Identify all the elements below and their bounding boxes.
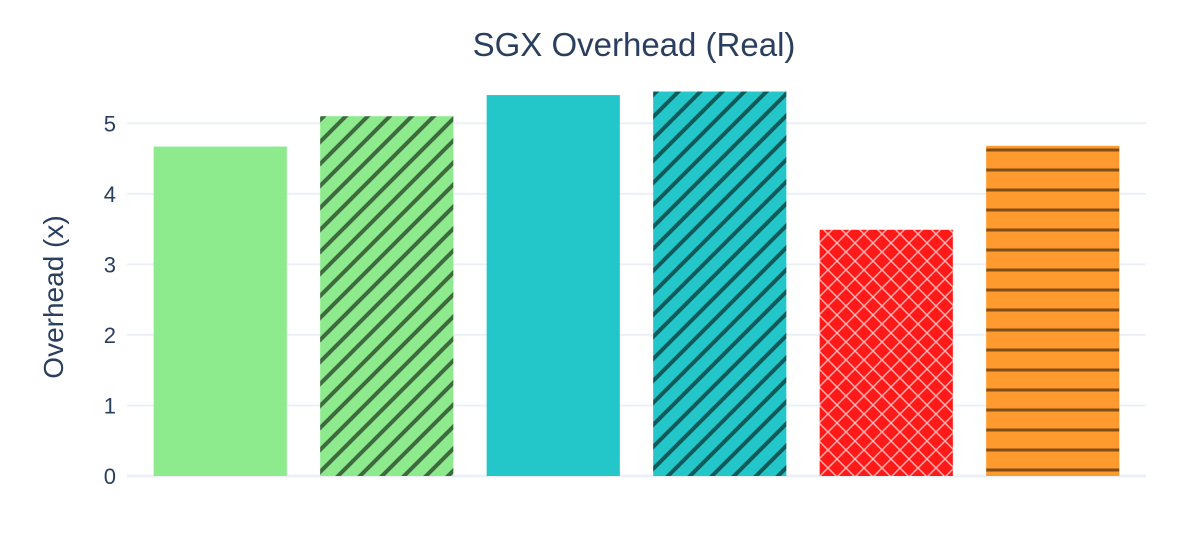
bar-5 bbox=[819, 229, 953, 476]
y-tick-label: 0 bbox=[104, 464, 116, 489]
y-tick-layer: 0 1 2 3 4 5 bbox=[104, 111, 116, 489]
bar-6 bbox=[986, 145, 1120, 476]
grid-layer bbox=[127, 122, 1146, 478]
bar-layer bbox=[153, 91, 1120, 477]
chart-title: SGX Overhead (Real) bbox=[472, 26, 796, 63]
y-tick-label: 5 bbox=[104, 111, 116, 136]
y-tick-label: 1 bbox=[104, 393, 116, 418]
y-axis-title: Overhead (x) bbox=[38, 215, 69, 378]
bar-2 bbox=[320, 116, 454, 476]
y-tick-label: 4 bbox=[104, 182, 116, 207]
y-tick-label: 3 bbox=[104, 252, 116, 277]
bar-1 bbox=[153, 146, 287, 476]
bar-4 bbox=[653, 91, 787, 476]
y-tick-label: 2 bbox=[104, 323, 116, 348]
bar-3 bbox=[486, 95, 620, 477]
